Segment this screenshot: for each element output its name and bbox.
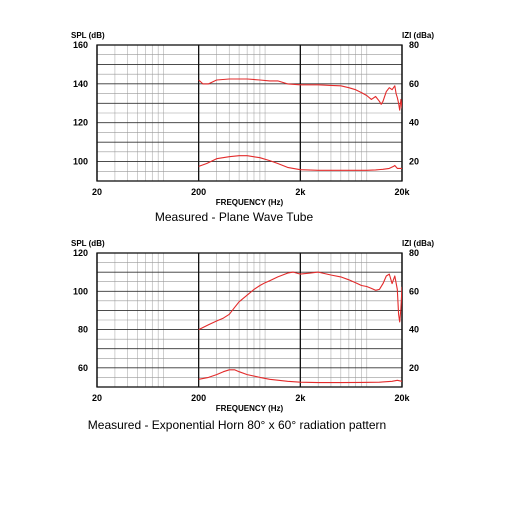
x-axis-title: FREQUENCY (Hz)	[216, 404, 284, 413]
right-axis-title: IZI (dBa)	[402, 239, 434, 248]
chart-2: SPL (dB) IZI (dBa) 60 80 100 120 20 40 60 80 20 200…	[71, 239, 434, 432]
grid	[96, 253, 403, 387]
chart-caption: Measured - Plane Wave Tube	[155, 210, 314, 224]
x-tick-label: 20k	[394, 393, 410, 403]
spl-curve	[198, 78, 402, 111]
left-tick-label: 140	[73, 79, 88, 89]
x-tick-label: 2k	[295, 187, 306, 197]
x-tick-label: 200	[191, 393, 206, 403]
impedance-curve	[198, 369, 402, 384]
left-tick-label: 100	[73, 157, 88, 167]
x-tick-label: 20	[92, 393, 102, 403]
plot-frame	[96, 252, 403, 388]
x-axis-title: FREQUENCY (Hz)	[216, 198, 284, 207]
right-tick-label: 20	[409, 363, 419, 373]
left-tick-label: 160	[73, 40, 88, 50]
right-tick-label: 60	[409, 79, 419, 89]
chart-caption: Measured - Exponential Horn 80° x 60° ra…	[88, 418, 386, 432]
grid	[96, 45, 403, 181]
right-tick-label: 80	[409, 40, 419, 50]
right-tick-label: 40	[409, 325, 419, 335]
left-tick-label: 120	[73, 118, 88, 128]
left-tick-label: 120	[73, 248, 88, 258]
x-tick-label: 200	[191, 187, 206, 197]
right-tick-label: 40	[409, 118, 419, 128]
left-axis-title: SPL (dB)	[71, 31, 105, 40]
left-tick-label: 100	[73, 286, 88, 296]
spl-curve	[198, 271, 402, 331]
left-axis-title: SPL (dB)	[71, 239, 105, 248]
right-tick-label: 60	[409, 286, 419, 296]
plot-frame	[96, 44, 403, 182]
x-tick-label: 20	[92, 187, 102, 197]
impedance-curve	[198, 155, 402, 171]
x-tick-label: 20k	[394, 187, 410, 197]
left-tick-label: 80	[78, 325, 88, 335]
x-tick-label: 2k	[295, 393, 306, 403]
right-tick-label: 20	[409, 157, 419, 167]
chart-1: SPL (dB) IZI (dBa) 100 120 140 160 20 40 60 80 20 2…	[71, 31, 434, 224]
right-axis-title: IZI (dBa)	[402, 31, 434, 40]
left-tick-label: 60	[78, 363, 88, 373]
right-tick-label: 80	[409, 248, 419, 258]
